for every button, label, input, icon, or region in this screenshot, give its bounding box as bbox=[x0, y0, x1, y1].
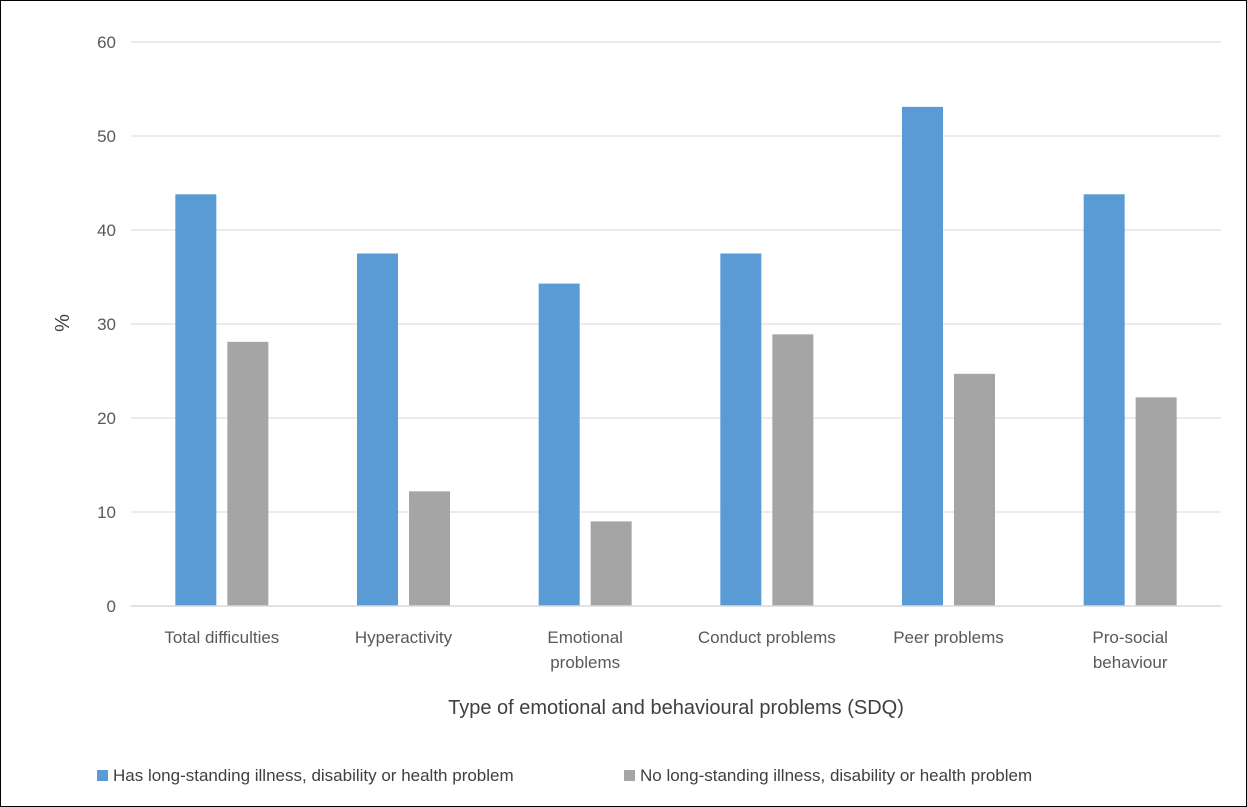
y-tick-label-40: 40 bbox=[97, 221, 116, 240]
bar-peer-problems-series-2 bbox=[954, 373, 995, 606]
y-axis-title: % bbox=[52, 314, 74, 332]
axis-ticks: 0 10 20 30 40 50 60 Total difficulties Hyperacti… bbox=[97, 33, 1168, 672]
bar-conduct-problems-series-1 bbox=[720, 253, 762, 606]
bar-pro-social-behaviour-series-1 bbox=[1083, 194, 1125, 606]
bar-emotional-problems-series-1 bbox=[538, 283, 580, 606]
legend: Has long-standing illness, disability or… bbox=[97, 766, 1032, 785]
legend-label-no-illness: No long-standing illness, disability or … bbox=[640, 766, 1032, 785]
y-tick-label-50: 50 bbox=[97, 127, 116, 146]
x-tick-label-peer-problems: Peer problems bbox=[893, 628, 1004, 647]
x-tick-label-total-difficulties: Total difficulties bbox=[164, 628, 279, 647]
bars bbox=[175, 106, 1177, 607]
bar-hyperactivity-series-1 bbox=[357, 253, 398, 606]
x-tick-label-pro-social-behaviour: Pro-social behaviour bbox=[1092, 628, 1168, 672]
y-tick-label-10: 10 bbox=[97, 503, 116, 522]
x-tick-label-conduct-problems: Conduct problems bbox=[698, 628, 836, 647]
bar-pro-social-behaviour-series-2 bbox=[1135, 397, 1177, 606]
bar-conduct-problems-series-2 bbox=[772, 334, 814, 606]
x-axis-title: Type of emotional and behavioural proble… bbox=[448, 697, 904, 719]
y-tick-label-0: 0 bbox=[107, 597, 116, 616]
bar-emotional-problems-series-2 bbox=[590, 521, 632, 606]
bar-hyperactivity-series-2 bbox=[409, 491, 450, 606]
gridlines bbox=[131, 41, 1221, 513]
y-tick-label-60: 60 bbox=[97, 33, 116, 52]
legend-label-has-illness: Has long-standing illness, disability or… bbox=[113, 766, 514, 785]
bar-total-difficulties-series-2 bbox=[227, 341, 269, 606]
bar-peer-problems-series-1 bbox=[902, 106, 943, 607]
legend-swatch-has-illness bbox=[97, 770, 108, 781]
bar-total-difficulties-series-1 bbox=[175, 194, 217, 606]
x-tick-label-hyperactivity: Hyperactivity bbox=[355, 628, 453, 647]
x-tick-label-emotional-problems: Emotional problems bbox=[547, 628, 623, 672]
legend-swatch-no-illness bbox=[624, 770, 635, 781]
y-tick-label-30: 30 bbox=[97, 315, 116, 334]
y-tick-label-20: 20 bbox=[97, 409, 116, 428]
